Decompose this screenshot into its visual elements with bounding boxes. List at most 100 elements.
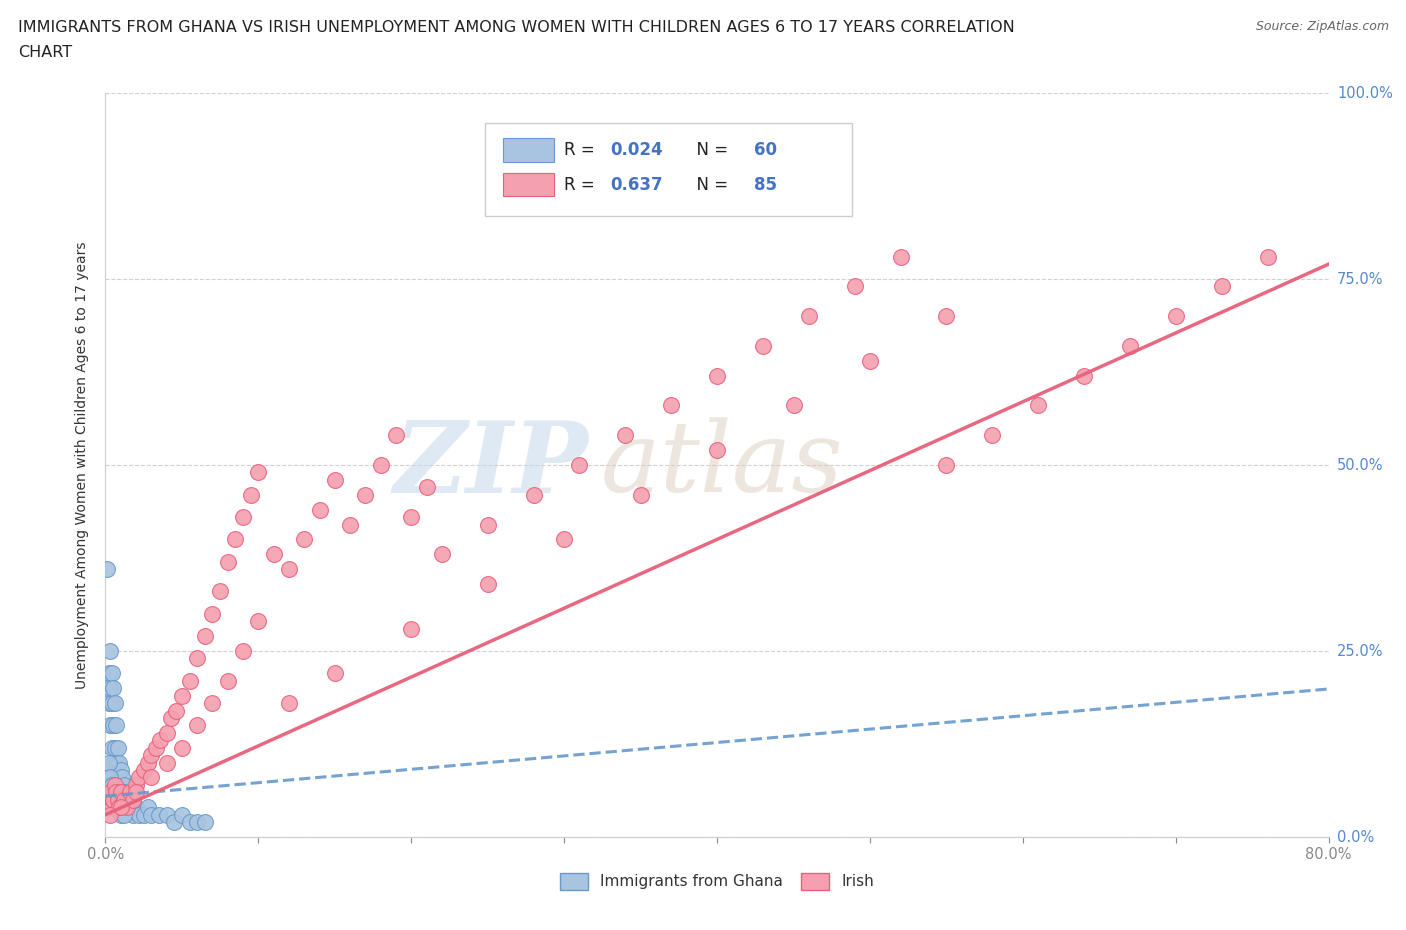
Point	[186, 718, 208, 733]
Point	[523, 487, 546, 502]
Point	[797, 309, 820, 324]
Point	[104, 777, 127, 792]
Point	[935, 458, 957, 472]
Point	[107, 770, 129, 785]
Point	[101, 718, 124, 733]
Point	[98, 777, 121, 792]
Point	[194, 629, 217, 644]
Text: Source: ZipAtlas.com: Source: ZipAtlas.com	[1256, 20, 1389, 33]
Point	[399, 510, 422, 525]
Point	[97, 696, 120, 711]
Point	[104, 740, 127, 755]
Point	[935, 309, 957, 324]
Point	[104, 777, 127, 792]
Point	[889, 249, 911, 264]
Point	[112, 792, 135, 807]
Point	[122, 792, 145, 807]
Point	[277, 562, 299, 577]
Point	[277, 696, 299, 711]
Point	[292, 532, 315, 547]
Point	[201, 606, 224, 621]
Point	[112, 807, 135, 822]
Point	[100, 800, 122, 815]
Text: 0.024: 0.024	[610, 141, 664, 159]
Point	[1119, 339, 1142, 353]
Point	[110, 785, 132, 800]
Point	[105, 792, 128, 807]
Point	[110, 800, 132, 815]
Point	[101, 785, 124, 800]
Point	[385, 428, 408, 443]
Point	[859, 353, 882, 368]
Point	[105, 785, 128, 800]
Point	[614, 428, 637, 443]
Point	[201, 696, 224, 711]
Point	[141, 770, 163, 785]
FancyBboxPatch shape	[503, 139, 554, 162]
FancyBboxPatch shape	[503, 173, 554, 196]
Point	[112, 777, 135, 792]
Point	[98, 785, 121, 800]
Point	[98, 718, 121, 733]
Point	[247, 465, 270, 480]
Point	[101, 681, 124, 696]
Point	[125, 777, 148, 792]
Text: IMMIGRANTS FROM GHANA VS IRISH UNEMPLOYMENT AMONG WOMEN WITH CHILDREN AGES 6 TO : IMMIGRANTS FROM GHANA VS IRISH UNEMPLOYM…	[18, 20, 1015, 35]
Point	[186, 815, 208, 830]
Point	[232, 644, 254, 658]
Text: N =: N =	[686, 141, 734, 159]
Point	[118, 800, 141, 815]
Point	[107, 800, 129, 815]
Point	[100, 666, 122, 681]
Point	[323, 472, 346, 487]
Point	[115, 800, 138, 815]
Point	[104, 792, 127, 807]
Point	[415, 480, 437, 495]
Point	[141, 807, 163, 822]
Point	[97, 666, 120, 681]
Point	[706, 443, 728, 458]
Point	[110, 792, 132, 807]
Point	[136, 755, 159, 770]
Point	[108, 800, 131, 815]
Point	[132, 763, 155, 777]
Point	[117, 792, 139, 807]
Point	[239, 487, 262, 502]
Point	[101, 755, 124, 770]
Text: R =: R =	[564, 141, 600, 159]
Point	[706, 368, 728, 383]
Point	[98, 681, 121, 696]
Point	[110, 807, 132, 822]
Point	[97, 792, 120, 807]
Point	[101, 792, 124, 807]
Point	[477, 577, 499, 591]
Point	[399, 621, 422, 636]
Point	[118, 785, 141, 800]
Text: ZIP: ZIP	[394, 417, 589, 513]
Point	[630, 487, 652, 502]
Point	[752, 339, 775, 353]
Point	[1026, 398, 1049, 413]
Text: 85: 85	[754, 176, 776, 193]
Point	[224, 532, 246, 547]
Point	[170, 740, 193, 755]
Point	[115, 792, 138, 807]
Point	[104, 696, 127, 711]
Point	[108, 800, 131, 815]
Point	[98, 770, 121, 785]
Point	[100, 785, 122, 800]
Point	[100, 696, 122, 711]
Text: 0.637: 0.637	[610, 176, 664, 193]
Point	[105, 718, 128, 733]
Point	[160, 711, 183, 725]
Point	[1211, 279, 1233, 294]
Point	[155, 725, 177, 740]
Point	[217, 554, 239, 569]
Point	[179, 815, 201, 830]
Y-axis label: Unemployment Among Women with Children Ages 6 to 17 years: Unemployment Among Women with Children A…	[76, 241, 90, 689]
FancyBboxPatch shape	[485, 123, 852, 216]
Point	[105, 755, 128, 770]
Point	[165, 703, 187, 718]
Point	[114, 785, 136, 800]
Point	[110, 763, 132, 777]
